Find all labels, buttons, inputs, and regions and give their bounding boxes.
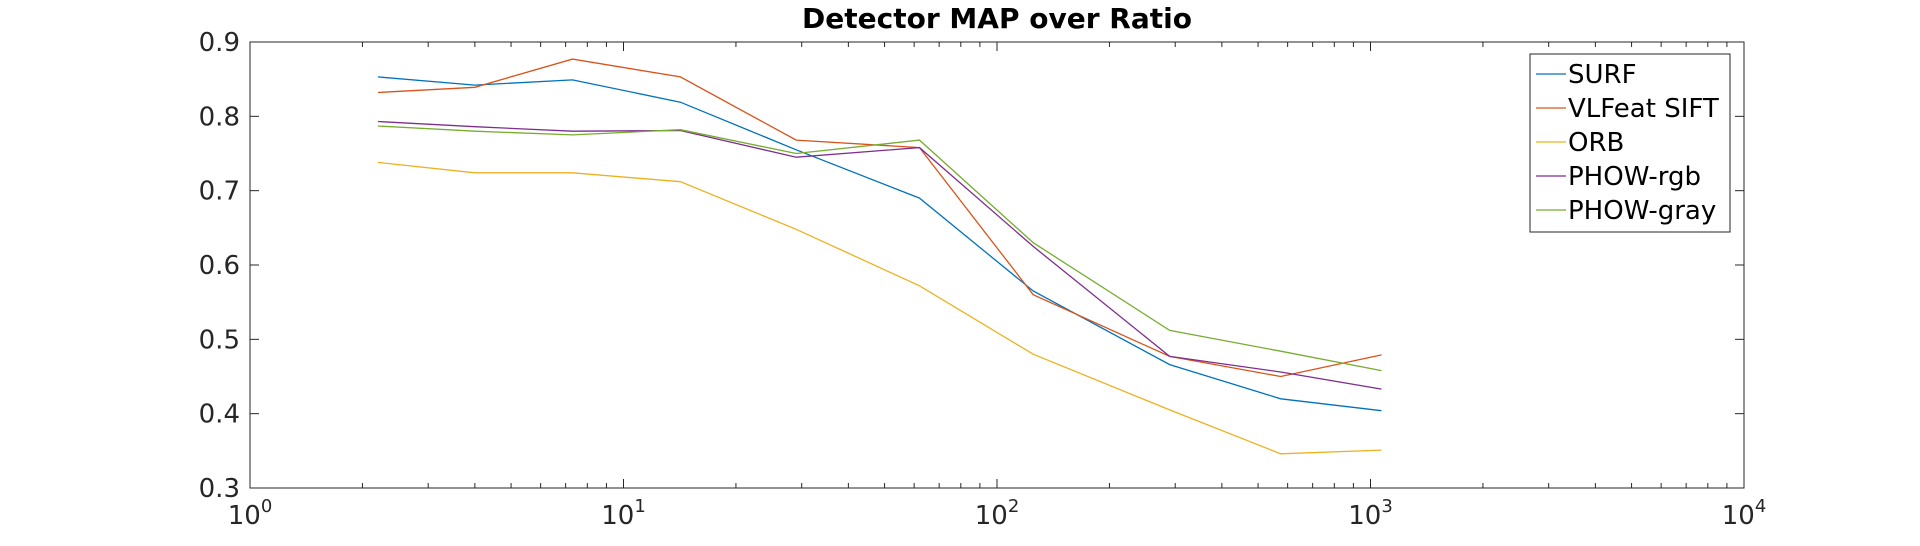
legend-label: PHOW-gray	[1568, 196, 1716, 226]
axes-ticks: 0.3 0.4 0.5 0.6 0.7 0.8 0.9 100 101 102 103 104	[199, 28, 1767, 531]
series-line-phow-rgb	[377, 120, 1382, 390]
series-line-orb	[377, 161, 1382, 455]
x-tick-label: 100	[228, 496, 273, 531]
y-tick-label: 0.6	[199, 251, 240, 281]
legend-label: SURF	[1568, 60, 1637, 90]
chart-title: Detector MAP over Ratio	[802, 2, 1192, 35]
plot-box	[249, 41, 1745, 489]
y-tick-label: 0.7	[199, 177, 240, 207]
series-line-surf	[377, 76, 1382, 412]
y-tick-label: 0.5	[199, 325, 240, 355]
x-tick-label: 104	[1722, 496, 1767, 531]
x-tick-label: 102	[975, 496, 1020, 531]
x-tick-label: 103	[1348, 496, 1393, 531]
legend: SURF VLFeat SIFT ORB PHOW-rgb PHOW-gray	[1529, 53, 1731, 233]
y-tick-label: 0.8	[199, 102, 240, 132]
legend-box	[1529, 53, 1731, 233]
legend-label: VLFeat SIFT	[1568, 94, 1719, 124]
y-tick-label: 0.4	[199, 400, 240, 430]
series-line-phow-gray	[377, 125, 1382, 372]
legend-label: ORB	[1568, 128, 1624, 158]
legend-label: PHOW-rgb	[1568, 162, 1701, 192]
series-lines	[377, 58, 1382, 455]
y-tick-label: 0.9	[199, 28, 240, 58]
series-line-vlfeat-sift	[377, 58, 1382, 378]
x-tick-label: 101	[601, 496, 646, 531]
y-tick-label: 0.3	[199, 474, 240, 504]
plot-area	[250, 42, 1744, 488]
